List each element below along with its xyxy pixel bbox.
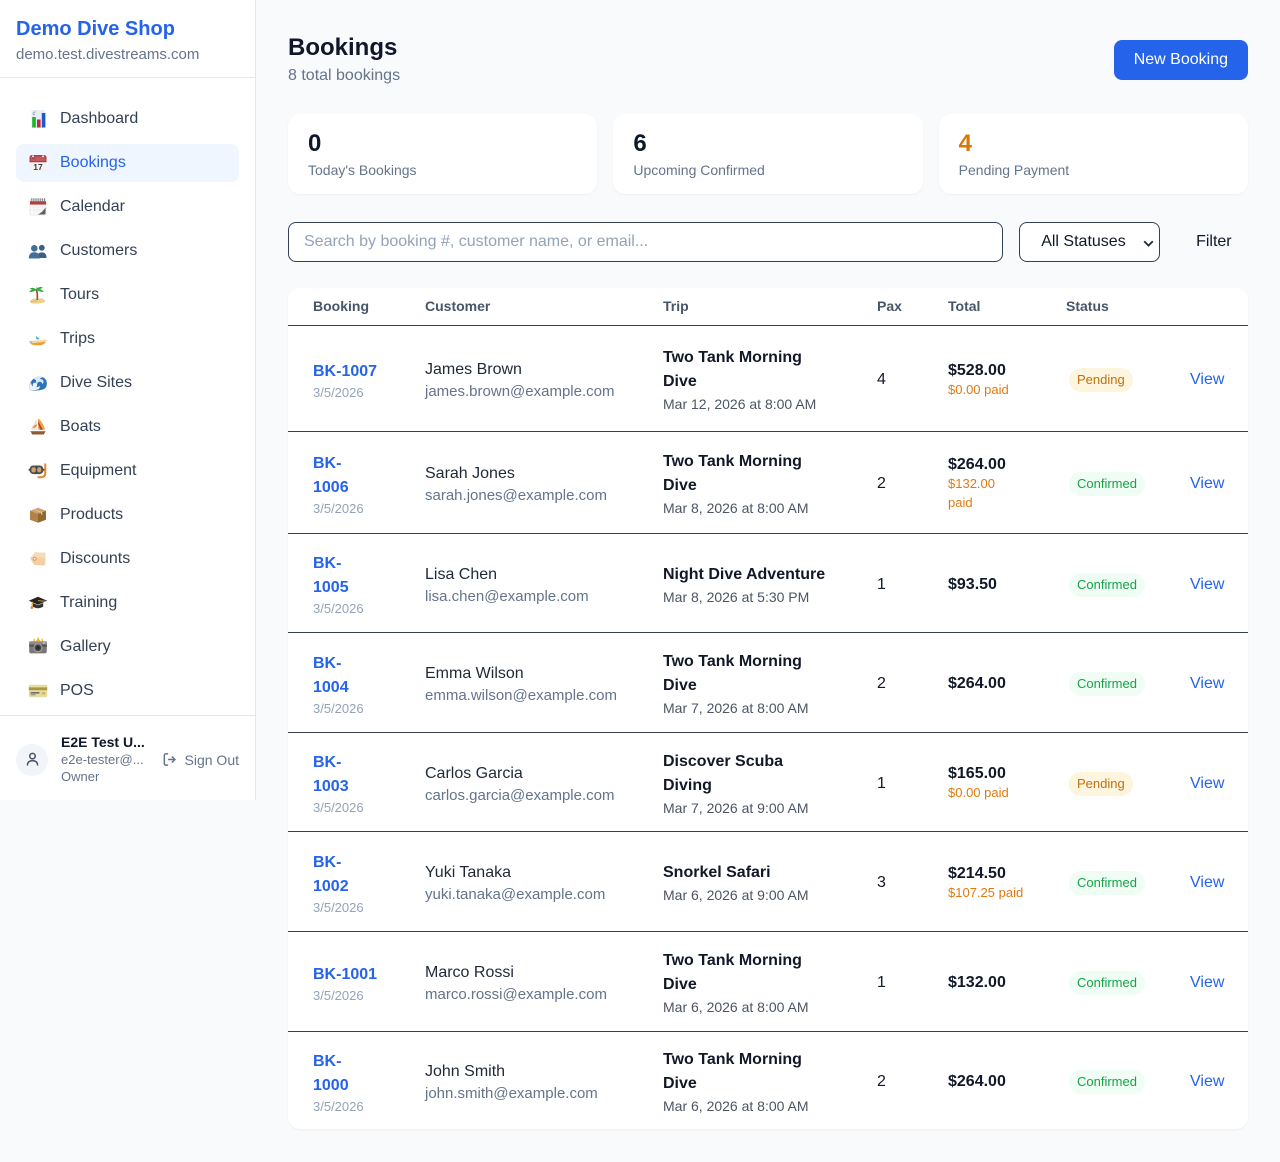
- svg-text:17: 17: [33, 162, 43, 172]
